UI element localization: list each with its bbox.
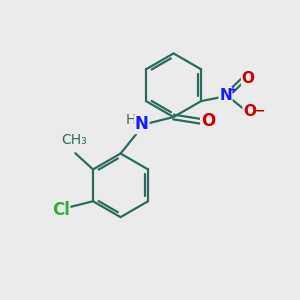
Text: −: − xyxy=(255,104,265,117)
Text: N: N xyxy=(135,116,149,134)
Text: O: O xyxy=(242,71,255,86)
Text: O: O xyxy=(201,112,215,130)
Text: +: + xyxy=(229,85,237,95)
Text: H: H xyxy=(126,113,136,127)
Text: O: O xyxy=(243,104,256,119)
Text: CH₃: CH₃ xyxy=(61,133,87,147)
Text: Cl: Cl xyxy=(52,201,70,219)
Text: N: N xyxy=(219,88,232,103)
